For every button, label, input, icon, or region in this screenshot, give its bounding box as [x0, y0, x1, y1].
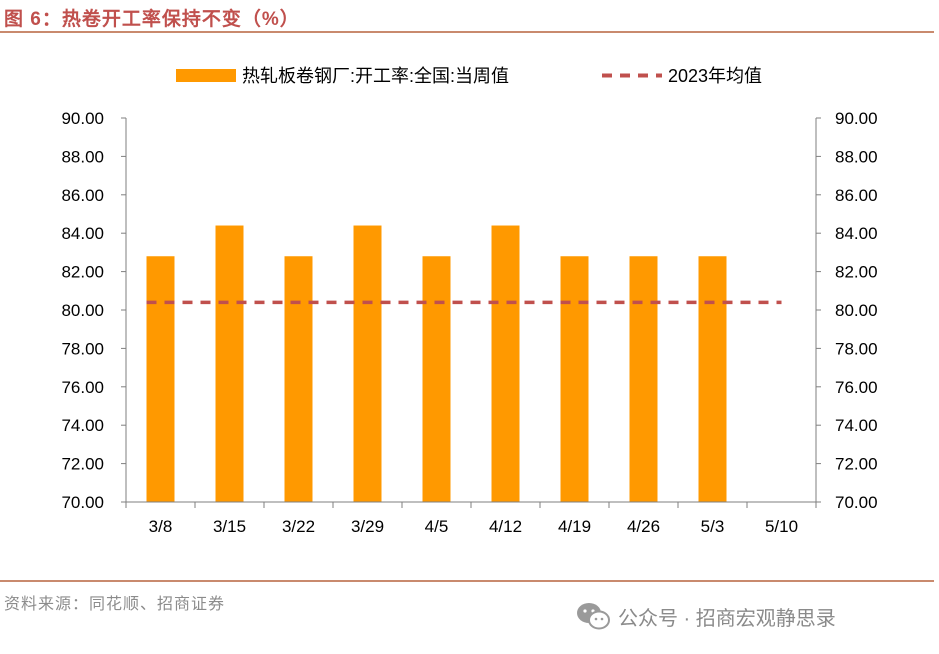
y-tick-label-left: 82.00: [61, 263, 104, 282]
wechat-icon: [577, 603, 610, 630]
y-tick-label-right: 82.00: [835, 263, 878, 282]
bar: [284, 256, 313, 502]
bar-series: [146, 225, 727, 502]
y-axis-right: 70.00 72.00 74.00 76.00 78.00 80.00 82.00 84.00…: [815, 109, 878, 512]
x-tick-label: 4/5: [425, 517, 449, 536]
bar: [491, 225, 520, 502]
y-tick-label-right: 76.00: [835, 378, 878, 397]
y-tick-label-left: 90.00: [61, 109, 104, 128]
bar: [698, 256, 727, 502]
x-tick-label: 3/8: [149, 517, 173, 536]
watermark: 公众号 · 招商宏观静思录: [576, 601, 836, 631]
y-tick-label-left: 78.00: [61, 339, 104, 358]
source-note: 资料来源：同花顺、招商证券: [4, 594, 226, 613]
x-tick-label: 4/12: [489, 517, 522, 536]
y-tick-label-right: 74.00: [835, 416, 878, 435]
bar: [629, 256, 658, 502]
y-tick-label-right: 72.00: [835, 455, 878, 474]
bar-chart: 热轧板卷钢厂:开工率:全国:当周值 2023年均值 70.00 72.00 74.00…: [61, 66, 878, 536]
watermark-text: 公众号 · 招商宏观静思录: [618, 607, 836, 630]
y-tick-label-right: 80.00: [835, 301, 878, 320]
x-tick-label: 3/22: [282, 517, 315, 536]
y-tick-label-left: 80.00: [61, 301, 104, 320]
y-tick-label-left: 74.00: [61, 416, 104, 435]
x-tick-label: 3/29: [351, 517, 384, 536]
y-tick-label-left: 84.00: [61, 224, 104, 243]
y-tick-label-left: 72.00: [61, 455, 104, 474]
x-tick-label: 4/19: [558, 517, 591, 536]
y-tick-label-left: 70.00: [61, 493, 104, 512]
bar: [353, 225, 382, 502]
legend-label-bar: 热轧板卷钢厂:开工率:全国:当周值: [242, 66, 509, 86]
x-axis: 3/8 3/15 3/22 3/29 4/5 4/12 4/19 4/26 5/3 5/10: [125, 501, 817, 536]
bar: [422, 256, 451, 502]
x-tick-label: 5/10: [765, 517, 798, 536]
bottom-divider: [0, 580, 934, 582]
y-tick-label-right: 78.00: [835, 339, 878, 358]
x-tick-label: 3/15: [213, 517, 246, 536]
figure-title: 图 6：热卷开工率保持不变（%）: [4, 9, 300, 30]
legend: 热轧板卷钢厂:开工率:全国:当周值 2023年均值: [176, 66, 762, 86]
y-tick-label-left: 76.00: [61, 378, 104, 397]
bar: [215, 225, 244, 502]
y-tick-label-right: 90.00: [835, 109, 878, 128]
bar: [146, 256, 175, 502]
y-tick-label-right: 70.00: [835, 493, 878, 512]
bar: [560, 256, 589, 502]
legend-swatch-bar: [176, 69, 236, 82]
top-divider: [0, 31, 934, 33]
y-tick-label-left: 86.00: [61, 186, 104, 205]
y-tick-label-left: 88.00: [61, 147, 104, 166]
legend-label-average: 2023年均值: [668, 66, 762, 86]
y-tick-label-right: 86.00: [835, 186, 878, 205]
x-tick-label: 4/26: [627, 517, 660, 536]
y-tick-label-right: 84.00: [835, 224, 878, 243]
x-tick-label: 5/3: [701, 517, 725, 536]
y-tick-label-right: 88.00: [835, 147, 878, 166]
y-axis-left: 70.00 72.00 74.00 76.00 78.00 80.00 82.00 84.00…: [61, 109, 127, 512]
